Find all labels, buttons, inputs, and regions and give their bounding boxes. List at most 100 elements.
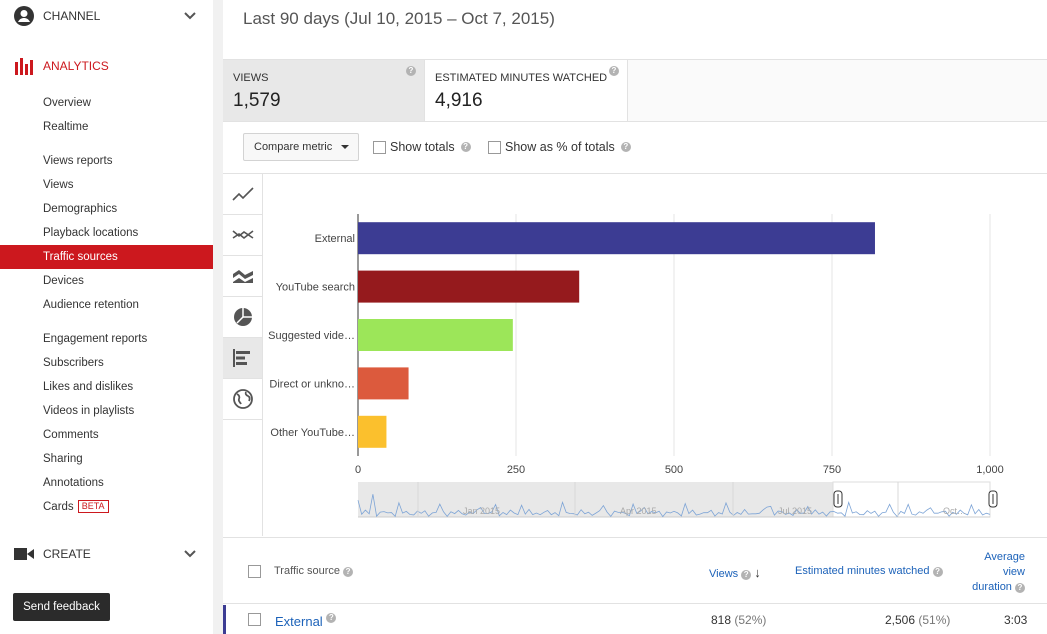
col-avg-view-duration[interactable]: Average view duration ? [963,550,1025,595]
sidebar-item-devices[interactable]: Devices [43,275,84,287]
sidebar-item-videos-in-playlists[interactable]: Videos in playlists [43,405,135,417]
show-pct-label: Show as % of totals [505,140,615,154]
sidebar-item-likes-dislikes[interactable]: Likes and dislikes [43,381,134,393]
metric-tab-minutes-watched[interactable]: ESTIMATED MINUTES WATCHED 4,916 ? [424,60,627,121]
globe-icon [232,389,253,409]
pie-chart-icon [233,308,252,326]
compare-metric-dropdown[interactable]: Compare metric [243,133,359,161]
show-pct-checkbox[interactable] [488,140,501,154]
sidebar-divider [213,0,223,634]
pie-chart-button[interactable] [223,297,262,338]
metric-value: 4,916 [435,90,483,111]
sidebar-item-annotations[interactable]: Annotations [43,477,104,489]
x-tick-label: 750 [823,464,841,476]
row-views-pct: (52%) [734,613,767,627]
col-views[interactable]: Views ? ↓ [709,565,761,580]
timeline-label: Jan 2015 [463,506,500,516]
timeline-label: Apr 2015 [620,506,657,516]
x-tick-label: 500 [665,464,683,476]
sidebar-item-playback-locations[interactable]: Playback locations [43,227,139,239]
header-divider [223,59,1047,60]
col-traffic-source[interactable]: Traffic source ? [274,565,354,577]
timeline-sparkline [357,494,991,518]
timeline-shaded [358,482,833,517]
show-totals-option[interactable]: Show totals ? [373,140,471,154]
metric-tab-empty [627,60,1047,121]
row-minutes: 2,506 (51%) [885,613,950,627]
help-icon[interactable]: ? [343,567,354,577]
line-chart-button[interactable] [223,174,262,215]
bar [358,270,580,303]
show-totals-checkbox[interactable] [373,140,386,154]
compare-metric-label: Compare metric [254,141,333,153]
row-source-label: External [275,614,323,629]
row-views: 818 (52%) [711,613,766,627]
sidebar-item-views-reports[interactable]: Views reports [43,155,113,167]
chevron-down-icon[interactable] [183,547,197,561]
caret-down-icon [341,145,350,149]
table-row[interactable]: External ? 818 (52%) 2,506 (51%) 3:03 [223,605,1047,634]
send-feedback-button[interactable]: Send feedback [13,593,110,621]
sidebar-item-subscribers[interactable]: Subscribers [43,357,104,369]
sidebar-item-comments[interactable]: Comments [43,429,99,441]
row-checkbox[interactable] [248,613,261,626]
category-label: Other YouTube… [270,427,355,439]
help-icon[interactable]: ? [326,613,337,623]
multiline-chart-button[interactable] [223,215,262,256]
x-tick-label: 1,000 [976,464,1004,476]
row-views-value: 818 [711,613,732,627]
help-icon[interactable]: ? [1015,583,1025,593]
bar-chart-svg: 0 250 500 750 1,000 External YouTube search Sug… [268,214,1004,518]
help-icon[interactable]: ? [609,66,619,76]
bar [358,367,409,400]
timeline-selected [832,481,991,518]
bar [358,415,387,448]
sidebar-item-realtime[interactable]: Realtime [43,121,89,133]
help-icon[interactable]: ? [932,567,943,577]
channel-label: CHANNEL [43,9,101,23]
channel-section-header[interactable]: CHANNEL [0,0,213,32]
sidebar: CHANNEL ANALYTICS Overview Realtime View… [0,0,213,634]
row-source-link[interactable]: External ? [275,613,337,629]
help-icon[interactable]: ? [741,570,752,580]
bar [358,222,875,255]
col-minutes-watched[interactable]: Estimated minutes watched ? [795,565,943,577]
metric-value: 1,579 [233,90,281,111]
help-icon[interactable]: ? [460,142,471,152]
chevron-down-icon[interactable] [183,9,197,23]
sidebar-item-demographics[interactable]: Demographics [43,203,118,215]
metric-tab-views[interactable]: VIEWS 1,579 ? [223,60,424,121]
help-icon[interactable]: ? [620,142,631,152]
sidebar-item-engagement-reports[interactable]: Engagement reports [43,333,148,345]
sidebar-item-traffic-sources[interactable]: Traffic sources [0,245,213,269]
sidebar-item-views[interactable]: Views [43,179,74,191]
sidebar-item-overview[interactable]: Overview [43,97,91,109]
date-range-title[interactable]: Last 90 days (Jul 10, 2015 – Oct 7, 2015… [243,9,555,28]
row-minutes-pct: (51%) [918,613,951,627]
create-label: CREATE [43,547,91,561]
col-traffic-source-label: Traffic source [274,565,341,577]
timeline-label: Jul 2015 [778,506,812,516]
sidebar-item-audience-retention[interactable]: Audience retention [43,299,139,311]
metric-label: ESTIMATED MINUTES WATCHED [435,72,608,84]
bar-chart-icon [232,349,250,367]
analytics-label: ANALYTICS [43,59,109,73]
show-pct-option[interactable]: Show as % of totals ? [488,140,631,154]
x-tick-label: 250 [507,464,525,476]
select-all-checkbox[interactable] [248,565,261,578]
analytics-section-header[interactable]: ANALYTICS [0,50,213,82]
map-chart-button[interactable] [223,379,262,420]
area-chart-button[interactable] [223,256,262,297]
help-icon[interactable]: ? [406,66,416,76]
col-minutes-label: Estimated minutes watched [795,565,930,577]
category-label: YouTube search [276,282,355,294]
bar [358,319,513,351]
sidebar-item-sharing[interactable]: Sharing [43,453,83,465]
col-views-label: Views [709,568,739,580]
bar-chart-button[interactable] [223,338,262,379]
create-section-header[interactable]: CREATE [0,538,213,570]
bar-chart: 0 250 500 750 1,000 External YouTube search Sug… [263,174,1047,536]
show-totals-label: Show totals [390,140,455,154]
sidebar-item-cards[interactable]: Cards BETA [0,495,213,519]
